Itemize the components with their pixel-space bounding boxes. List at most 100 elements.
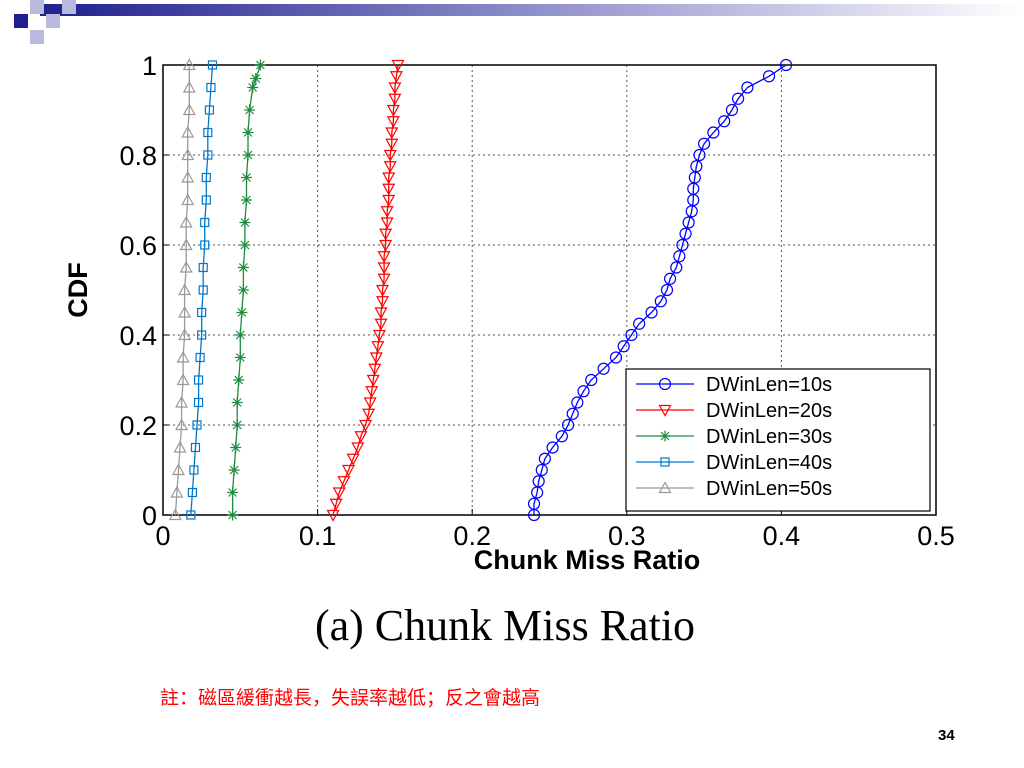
- data-point-marker: [645, 306, 658, 319]
- data-point-marker: [244, 104, 256, 116]
- data-point-marker: [382, 172, 396, 185]
- data-point-marker: [555, 430, 568, 443]
- data-point-marker: [374, 307, 388, 320]
- y-tick-label: 0: [142, 501, 157, 531]
- data-point-marker: [242, 149, 254, 161]
- data-point-marker: [386, 104, 400, 117]
- data-point-marker: [654, 295, 667, 308]
- data-point-marker: [546, 441, 559, 454]
- series-5: [168, 58, 196, 521]
- data-point-marker: [732, 92, 745, 105]
- data-point-marker: [239, 239, 251, 251]
- y-tick-label: 0.4: [119, 321, 157, 351]
- data-point-marker: [227, 509, 239, 521]
- data-point-marker: [171, 463, 185, 476]
- data-point-marker: [707, 126, 720, 139]
- data-point-marker: [193, 375, 204, 385]
- data-point-marker: [170, 485, 184, 498]
- figure-caption: (a) Chunk Miss Ratio: [314, 601, 696, 650]
- data-point-marker: [342, 464, 356, 477]
- legend-box: [625, 368, 931, 512]
- legend: DWinLen=10s DWinLen=20s DWinLen=30s DWinLen…: [625, 368, 931, 512]
- x-tick-label: 0: [155, 521, 170, 551]
- data-point-marker: [326, 509, 340, 522]
- series-line: [231, 64, 262, 515]
- x-axis-title: Chunk Miss Ratio: [474, 545, 701, 575]
- data-point-marker: [376, 296, 390, 308]
- data-point-marker: [366, 374, 380, 387]
- page-number: 34: [938, 727, 955, 744]
- data-point-marker: [379, 239, 393, 252]
- data-point-marker: [254, 59, 266, 71]
- data-point-marker: [231, 397, 243, 408]
- data-point-marker: [377, 251, 391, 263]
- data-point-marker: [369, 352, 383, 365]
- x-tick-label: 0.5: [917, 521, 955, 551]
- series-line: [190, 64, 214, 516]
- data-point-marker: [178, 328, 192, 341]
- data-point-marker: [181, 125, 195, 138]
- deco-square: [46, 14, 60, 28]
- legend-item: DWinLen=10s: [636, 374, 832, 396]
- data-point-marker: [181, 170, 195, 183]
- data-point-marker: [182, 103, 196, 116]
- data-point-marker: [535, 463, 548, 477]
- data-point-marker: [178, 305, 192, 318]
- data-point-marker: [234, 352, 246, 363]
- data-point-marker: [693, 148, 706, 162]
- deco-square: [30, 0, 44, 14]
- data-point-marker: [247, 82, 259, 93]
- data-point-marker: [198, 285, 208, 295]
- series-4: [186, 60, 218, 520]
- data-point-marker: [625, 328, 638, 342]
- data-point-marker: [193, 397, 204, 408]
- data-point-marker: [679, 227, 692, 240]
- data-point-marker: [391, 59, 405, 72]
- data-point-marker: [195, 352, 205, 363]
- data-point-marker: [363, 397, 377, 410]
- data-point-marker: [332, 487, 346, 500]
- series-1: [527, 58, 793, 522]
- data-point-marker: [741, 81, 754, 94]
- data-point-marker: [354, 431, 368, 443]
- data-point-marker: [204, 105, 214, 115]
- legend-label: DWinLen=30s: [706, 426, 832, 448]
- data-point-marker: [190, 442, 201, 453]
- data-point-marker: [389, 71, 403, 83]
- data-point-marker: [682, 216, 695, 229]
- data-point-marker: [660, 283, 674, 297]
- data-point-marker: [250, 73, 262, 84]
- legend-marker: [659, 430, 671, 442]
- data-point-marker: [532, 475, 545, 488]
- data-point-marker: [374, 318, 388, 331]
- data-point-marker: [230, 442, 242, 453]
- data-point-marker: [228, 464, 240, 476]
- data-point-marker: [242, 127, 254, 138]
- data-point-marker: [566, 407, 579, 420]
- data-point-marker: [179, 238, 193, 251]
- data-point-marker: [617, 340, 630, 353]
- legend-marker: [658, 481, 672, 494]
- data-point-marker: [197, 330, 207, 340]
- data-point-marker: [670, 261, 683, 274]
- data-point-marker: [181, 148, 195, 161]
- data-point-marker: [236, 307, 248, 318]
- data-point-marker: [380, 217, 394, 230]
- data-point-marker: [176, 373, 190, 386]
- data-point-marker: [376, 284, 390, 297]
- y-tick-label: 0.8: [119, 141, 157, 171]
- data-point-marker: [207, 60, 218, 70]
- series-line: [174, 65, 190, 516]
- data-point-marker: [385, 127, 399, 140]
- data-point-marker: [368, 363, 382, 376]
- data-point-marker: [182, 80, 196, 93]
- data-point-marker: [178, 283, 192, 296]
- data-point-marker: [380, 206, 394, 218]
- legend-label: DWinLen=40s: [706, 452, 832, 474]
- data-point-marker: [388, 93, 402, 106]
- data-point-marker: [379, 228, 393, 241]
- data-point-marker: [240, 172, 252, 183]
- legend-label: DWinLen=10s: [706, 374, 832, 396]
- legend-items: DWinLen=10s DWinLen=20s DWinLen=30s DWinLen…: [636, 374, 832, 500]
- series-layer: [168, 58, 793, 522]
